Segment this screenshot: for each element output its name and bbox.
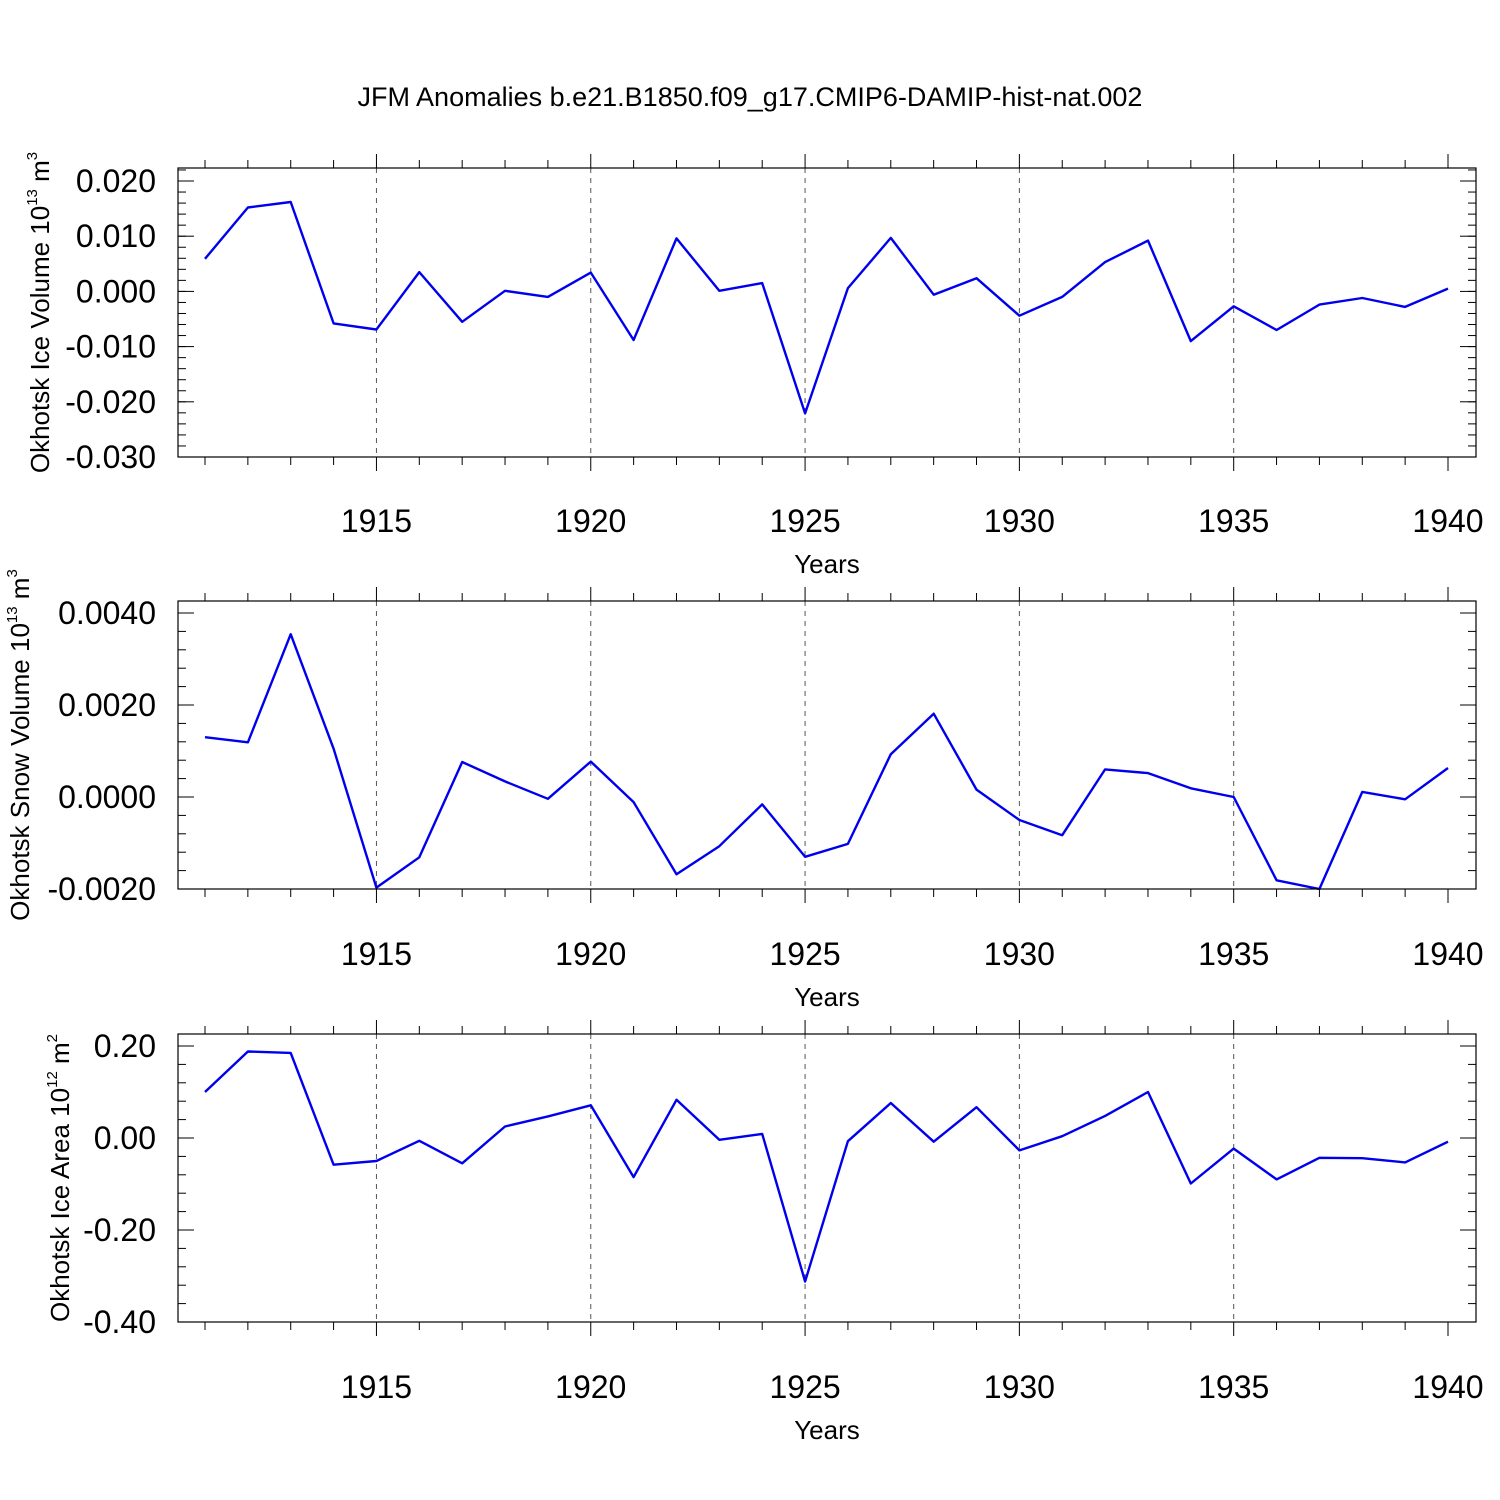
y-tick-label: -0.0020 (47, 871, 156, 907)
x-tick-label: 1935 (1198, 1369, 1269, 1405)
x-tick-label: 1935 (1198, 936, 1269, 972)
y-tick-label: 0.20 (94, 1028, 156, 1064)
x-tick-label: 1940 (1412, 936, 1483, 972)
chart-panel-2: 0.0040 0.0020 0.0000 -0.0020 1915 1920 1925 193… (4, 569, 1484, 1012)
y-tick-label: -0.20 (83, 1212, 156, 1248)
y-tick-label: 0.020 (76, 163, 156, 199)
x-tick-label: 1915 (341, 503, 412, 539)
x-tick-label: 1930 (984, 503, 1055, 539)
plot-frame (177, 167, 1477, 458)
x-tick-label: 1935 (1198, 503, 1269, 539)
series-line (204, 1050, 1449, 1283)
plot-frame (177, 600, 1477, 890)
y-tick-label: 0.0020 (58, 687, 156, 723)
y-tick-label: 0.010 (76, 218, 156, 254)
x-tick-label: 1930 (984, 936, 1055, 972)
x-tick-label: 1915 (341, 1369, 412, 1405)
x-tick-label: 1930 (984, 1369, 1055, 1405)
x-axis-label: Years (794, 549, 860, 579)
y-axis-label: Okhotsk Snow Volume 1013 m3 (4, 569, 35, 921)
x-tick-label: 1940 (1412, 503, 1483, 539)
y-tick-label: 0.00 (94, 1120, 156, 1156)
chart-panel-3: 0.20 0.00 -0.20 -0.40 1915 1920 1925 1930 1935 19… (44, 1020, 1484, 1445)
y-tick-label: 0.0000 (58, 779, 156, 815)
x-tick-label: 1925 (769, 936, 840, 972)
series-line (204, 633, 1449, 891)
x-tick-label: 1925 (769, 503, 840, 539)
y-axis-label: Okhotsk Ice Area 1012 m2 (44, 1034, 75, 1322)
x-tick-label: 1920 (555, 503, 626, 539)
x-tick-label: 1915 (341, 936, 412, 972)
figure-title: JFM Anomalies b.e21.B1850.f09_g17.CMIP6-… (358, 82, 1143, 112)
y-tick-label: 0.000 (76, 273, 156, 309)
y-tick-label: -0.010 (65, 329, 156, 365)
x-axis-label: Years (794, 982, 860, 1012)
chart-panel-1: 0.020 0.010 0.000 -0.010 -0.020 -0.030 1915 192… (24, 152, 1484, 579)
panels: 0.020 0.010 0.000 -0.010 -0.020 -0.030 1915 192… (4, 152, 1484, 1445)
x-axis-label: Years (794, 1415, 860, 1445)
series-line (204, 200, 1449, 415)
y-tick-label: -0.40 (83, 1304, 156, 1340)
y-axis-label: Okhotsk Ice Volume 1013 m3 (24, 152, 55, 473)
x-tick-label: 1920 (555, 936, 626, 972)
x-tick-label: 1925 (769, 1369, 840, 1405)
y-tick-label: -0.030 (65, 439, 156, 475)
y-tick-label: -0.020 (65, 384, 156, 420)
x-tick-label: 1920 (555, 1369, 626, 1405)
x-tick-label: 1940 (1412, 1369, 1483, 1405)
y-tick-label: 0.0040 (58, 595, 156, 631)
plot-frame (177, 1033, 1477, 1323)
